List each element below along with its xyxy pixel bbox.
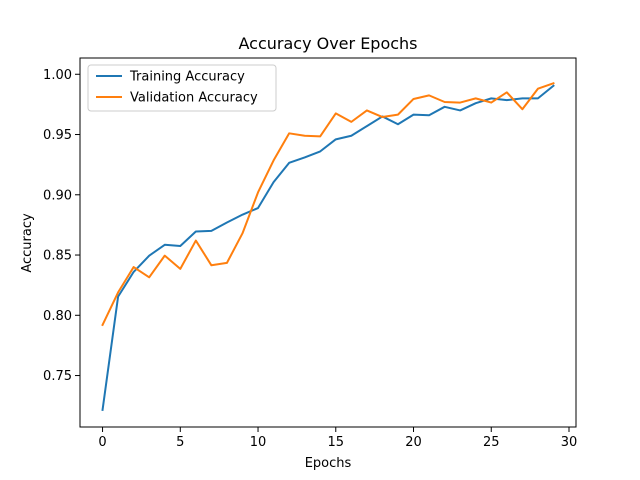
y-tick-label: 0.85 [43,249,72,264]
x-tick-label: 10 [250,435,267,450]
axes-frame [79,57,577,428]
plot-area-border [79,57,577,428]
series-line-training-accuracy [101,84,555,412]
y-axis-ticks: 0.75 0.80 0.85 0.90 0.95 1.00 [43,68,80,384]
x-axis-label: Epochs [305,456,352,471]
legend-box [87,64,277,112]
series-line-validation-accuracy [101,82,555,327]
plot-lines [101,82,555,412]
x-tick-label: 15 [328,435,345,450]
x-tick-label: 30 [561,435,578,450]
x-tick-label: 0 [98,435,106,450]
x-tick-label: 5 [176,435,184,450]
x-tick-label: 20 [405,435,422,450]
y-tick-label: 0.80 [43,309,72,324]
y-tick-label: 0.75 [43,369,72,384]
y-tick-label: 1.00 [43,68,72,83]
chart-title: Accuracy Over Epochs [238,34,417,53]
legend: Training Accuracy Validation Accuracy [87,64,277,112]
x-tick-label: 25 [483,435,500,450]
y-tick-label: 0.90 [43,188,72,203]
legend-label-training-accuracy: Training Accuracy [129,70,245,85]
x-axis-ticks: 0 5 10 15 20 25 30 [98,427,577,450]
legend-label-validation-accuracy: Validation Accuracy [130,91,258,106]
y-tick-label: 0.95 [43,128,72,143]
y-axis-label: Accuracy [20,213,35,273]
